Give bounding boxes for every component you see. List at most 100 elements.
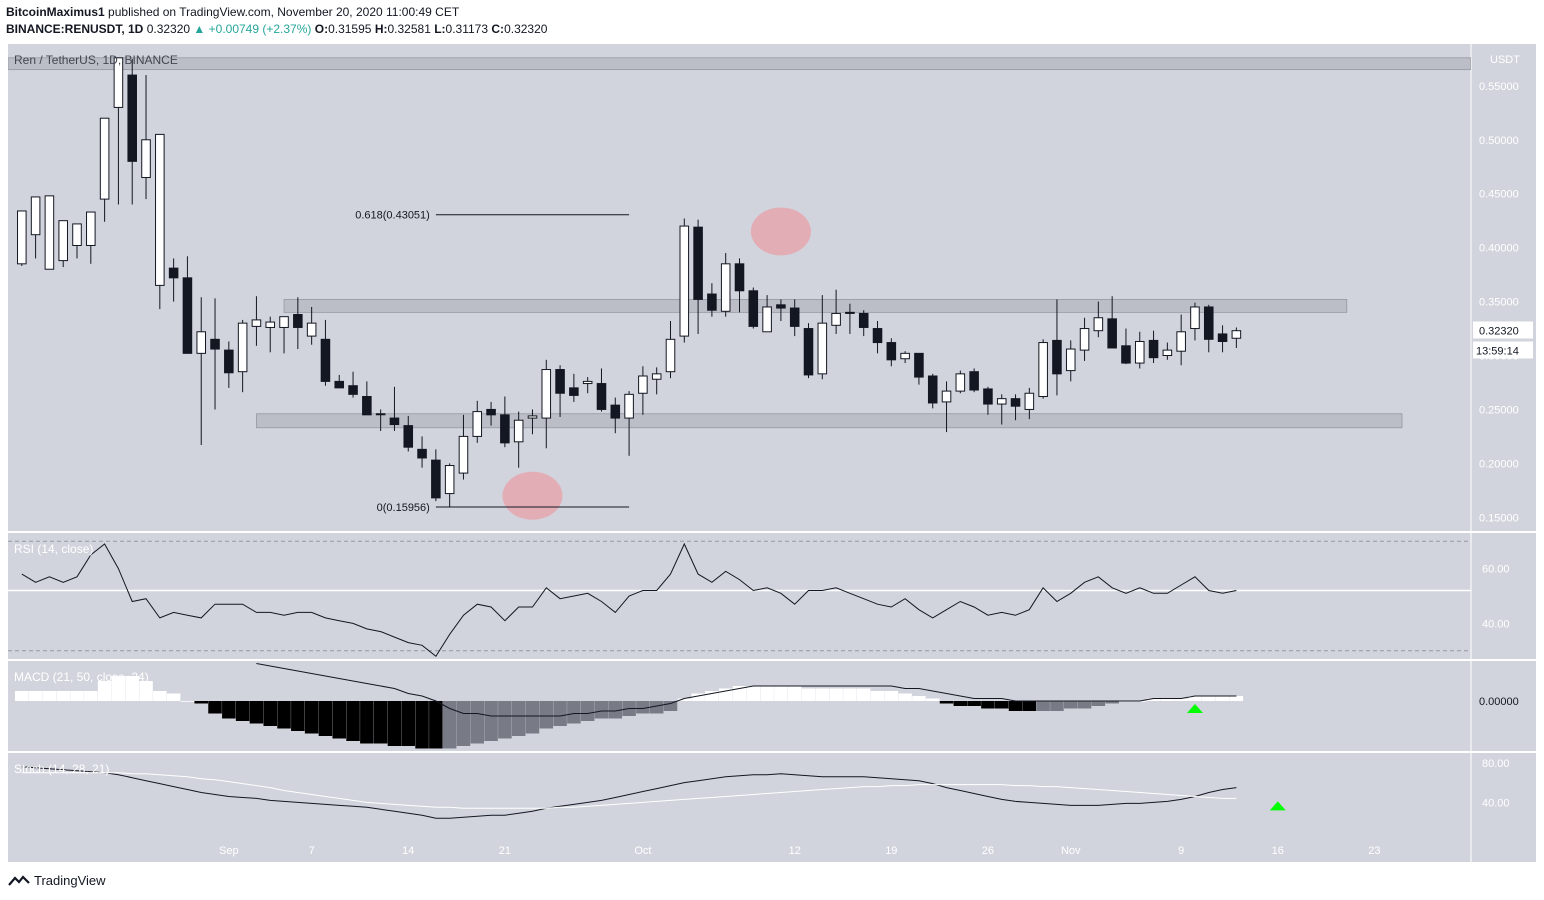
macd-histogram-bar — [456, 701, 471, 746]
candle — [320, 338, 331, 382]
candle — [251, 319, 262, 327]
time-tick-label: Nov — [1061, 845, 1081, 857]
macd-histogram-bar — [194, 701, 208, 704]
price-tick-label: 0.40000 — [1479, 243, 1519, 255]
macd-histogram-bar — [691, 693, 705, 701]
price-tick-label: 0.25000 — [1479, 404, 1519, 416]
candle — [541, 369, 552, 419]
candle — [182, 277, 193, 354]
candle — [224, 349, 234, 374]
macd-histogram-bar — [567, 701, 581, 724]
macd-histogram-bar — [222, 701, 236, 719]
macd-histogram-bar — [1160, 698, 1175, 701]
candle — [610, 404, 621, 419]
candle — [845, 311, 855, 314]
macd-histogram-bar — [42, 691, 57, 701]
candle — [555, 369, 565, 394]
macd-histogram-bar — [139, 681, 153, 701]
time-tick-label: 16 — [1272, 845, 1284, 857]
macd-histogram-bar — [235, 701, 250, 721]
candle — [1024, 392, 1035, 410]
macd-histogram-bar — [263, 701, 277, 726]
candle — [472, 411, 483, 437]
macd-histogram-bar — [525, 701, 540, 734]
candle — [1134, 340, 1145, 364]
candle — [1052, 339, 1062, 375]
price-axis-background — [1471, 44, 1536, 531]
macd-histogram-bar — [994, 701, 1009, 709]
bullish-cross-marker — [1269, 801, 1286, 811]
macd-histogram-bar — [277, 701, 291, 729]
last-price-tag: 0.32320 — [1479, 325, 1519, 337]
macd-histogram-bar — [649, 701, 664, 714]
macd-histogram-bar — [539, 701, 554, 729]
rsi-axis-background — [1471, 533, 1536, 659]
macd-histogram-bar — [1036, 701, 1050, 711]
publisher-line: BitcoinMaximus1 published on TradingView… — [6, 5, 459, 19]
candle — [1065, 348, 1076, 372]
candle — [817, 322, 828, 375]
macd-histogram-bar — [732, 686, 747, 701]
candle — [679, 225, 690, 337]
macd-histogram-bar — [511, 701, 526, 736]
price-plot-group — [8, 57, 1471, 520]
macd-histogram-bar — [249, 701, 264, 724]
candle — [1107, 318, 1117, 349]
rsi-pane-title: RSI (14, close) — [14, 542, 93, 556]
candle — [886, 342, 897, 361]
stoch-pane-background — [8, 753, 1471, 834]
macd-histogram-bar — [1063, 701, 1078, 709]
macd-histogram-bar — [636, 701, 650, 714]
macd-histogram-bar — [1188, 696, 1202, 701]
candle — [30, 196, 41, 236]
macd-histogram-bar — [70, 691, 84, 701]
macd-histogram-bar — [663, 701, 678, 711]
close-label: C: — [491, 22, 505, 36]
candle — [72, 223, 82, 246]
candle — [127, 74, 137, 162]
macd-axis-background — [1471, 661, 1536, 751]
macd-histogram-bar — [442, 701, 457, 749]
candle — [348, 385, 358, 395]
stoch-d-line — [21, 772, 1237, 809]
price-tick-label: 0.35000 — [1479, 297, 1519, 309]
tradingview-footer[interactable]: TradingView — [8, 873, 106, 888]
candle — [969, 371, 979, 391]
candle — [1162, 349, 1173, 357]
candle — [1010, 398, 1021, 407]
rsi-line — [21, 542, 1237, 658]
candle — [941, 390, 952, 403]
macd-histogram-bar — [594, 701, 609, 719]
macd-histogram-bar — [553, 701, 567, 726]
candle — [1079, 328, 1090, 351]
candle — [596, 383, 607, 410]
macd-histogram-bar — [801, 688, 816, 701]
time-tick-label: Oct — [634, 845, 651, 857]
candle — [624, 393, 634, 419]
published-text: published on TradingView.com, November 2… — [108, 5, 460, 19]
macd-histogram-bar — [1229, 696, 1244, 701]
candle — [99, 117, 110, 200]
macd-histogram-bar — [56, 691, 70, 701]
macd-histogram-bar — [1215, 696, 1230, 701]
macd-histogram-bar — [1077, 701, 1092, 709]
time-tick-label: 14 — [402, 845, 414, 857]
stoch-tick-label: 40.00 — [1482, 797, 1510, 809]
candle — [914, 352, 924, 378]
candle — [1190, 306, 1200, 330]
macd-histogram-bar — [884, 691, 899, 701]
macd-histogram-bar — [84, 691, 98, 701]
candle — [1176, 331, 1186, 352]
candle — [900, 352, 910, 360]
fib-level-label: 0(0.15956) — [377, 502, 430, 514]
countdown-box — [1473, 341, 1533, 359]
candle — [1093, 317, 1104, 332]
bullish-cross-marker — [1186, 704, 1203, 713]
macd-histogram-bar — [429, 701, 443, 749]
macd-histogram-bar — [1022, 701, 1037, 711]
candle — [582, 380, 593, 385]
macd-signal-line — [256, 663, 1237, 717]
macd-histogram-bar — [498, 701, 512, 739]
publisher-name[interactable]: BitcoinMaximus1 — [6, 5, 105, 19]
